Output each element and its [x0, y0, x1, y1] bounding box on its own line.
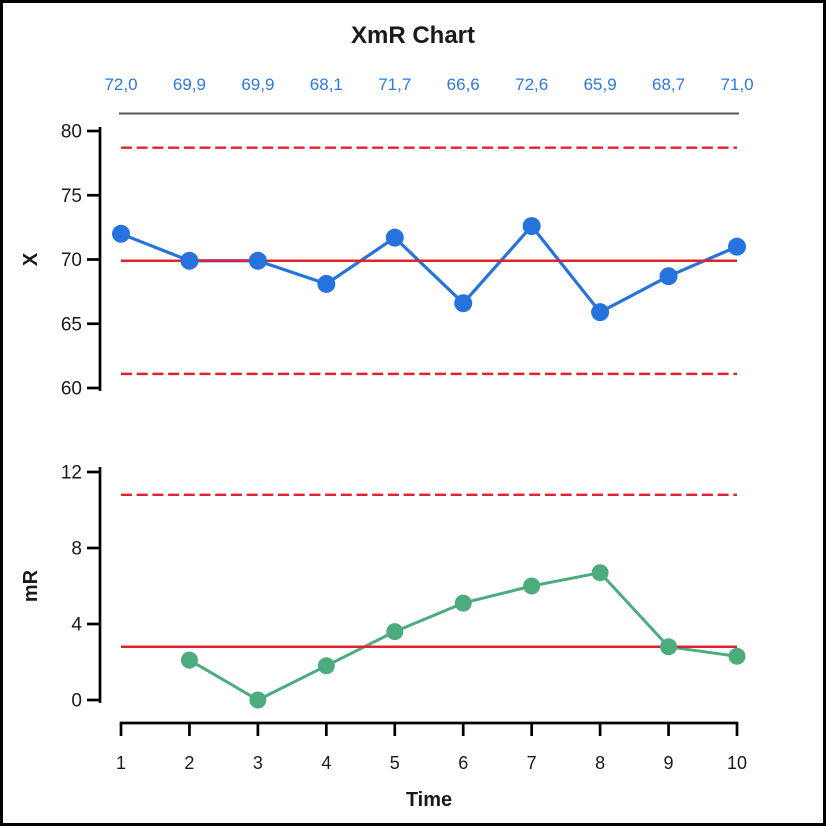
point-value-label: 71,7 [378, 75, 411, 94]
x-tick-label: 3 [253, 753, 263, 773]
x-chart-data-point [317, 274, 336, 293]
x-chart-y-tick-label: 60 [61, 379, 82, 400]
x-tick-label: 8 [595, 753, 605, 773]
mr-chart-y-tick-label: 4 [71, 615, 82, 636]
mr-chart-data-point [728, 647, 746, 665]
point-value-label: 66,6 [447, 75, 480, 94]
mr-chart-data-point [317, 657, 335, 675]
point-value-label: 65,9 [584, 75, 617, 94]
x-chart-y-axis-label: X [20, 252, 42, 266]
point-value-label: 68,7 [652, 75, 685, 94]
mr-chart-data-point [454, 594, 472, 612]
x-chart-data-point [112, 224, 130, 243]
x-chart-data-point [385, 228, 404, 247]
x-chart-series-line [120, 224, 738, 314]
x-chart-data-point [454, 294, 473, 313]
point-value-label: 69,9 [173, 75, 206, 94]
x-tick-label: 9 [664, 753, 674, 773]
mr-chart-data-point [591, 564, 609, 582]
x-chart-y-tick-label: 75 [61, 186, 82, 207]
point-value-label: 72,0 [104, 75, 137, 94]
mr-chart-series-line [188, 571, 738, 702]
x-tick-label: 4 [321, 753, 331, 773]
mr-chart-data-point [523, 577, 541, 595]
point-value-label: 72,6 [515, 75, 548, 94]
x-tick-label: 6 [458, 753, 468, 773]
x-chart-y-tick-label: 80 [61, 122, 82, 143]
x-chart-data-point [248, 251, 267, 270]
x-tick-label: 1 [116, 753, 126, 773]
mr-chart-data-point [249, 691, 267, 709]
mr-chart-data-point [180, 651, 198, 669]
x-tick-label: 7 [527, 753, 537, 773]
mr-chart-y-axis-label: mR [20, 569, 42, 602]
x-tick-label: 5 [390, 753, 400, 773]
x-chart-y-tick-label: 65 [61, 314, 82, 335]
xmr-chart-svg: XmR Chart 72,0 69,9 69,9 68,1 71,7 66,6 72,6 65… [20, 22, 754, 811]
x-chart-data-point [591, 303, 610, 322]
x-tick-label: 10 [727, 753, 747, 773]
point-value-label: 69,9 [241, 75, 274, 94]
x-axis-label: Time [406, 789, 452, 811]
mr-chart-data-point [386, 623, 404, 641]
x-chart-y-tick-label: 70 [61, 250, 82, 271]
mr-chart-y-tick-label: 12 [61, 463, 82, 484]
x-chart-data-point [522, 217, 541, 236]
x-chart-data-point [180, 251, 199, 270]
x-tick-label: 2 [184, 753, 194, 773]
x-chart-data-point [659, 267, 678, 286]
x-chart-data-point [728, 237, 746, 256]
mr-chart-data-point [660, 638, 678, 656]
point-value-label: 71,0 [720, 75, 753, 94]
mr-chart-y-tick-label: 0 [71, 691, 82, 712]
mr-chart-y-tick-label: 8 [71, 539, 82, 560]
chart-title: XmR Chart [351, 22, 475, 49]
point-value-label: 68,1 [310, 75, 343, 94]
